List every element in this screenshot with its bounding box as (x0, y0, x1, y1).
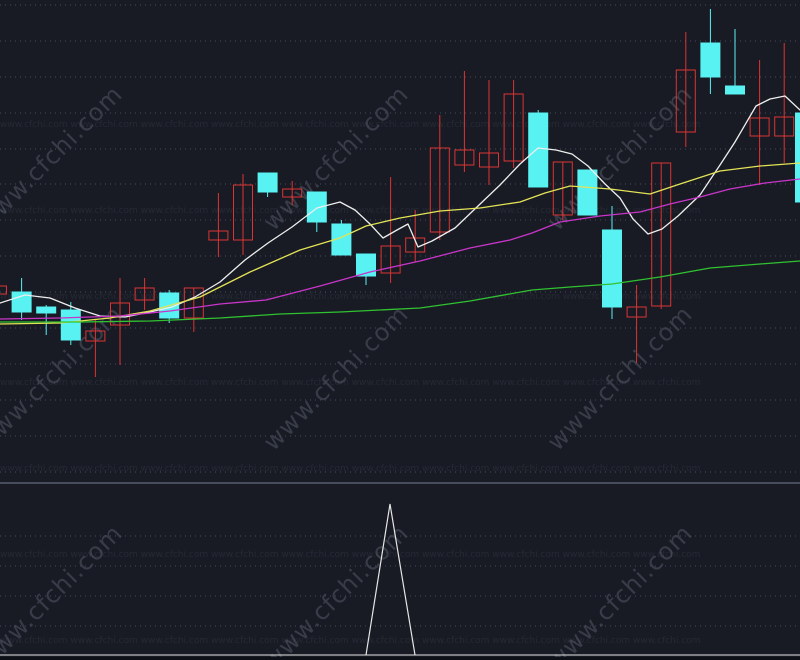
candle-body-up (675, 69, 696, 133)
candle-body-down (257, 172, 278, 193)
candle-body-up (749, 117, 770, 137)
ma-line-magenta (0, 178, 800, 320)
watermark-micro-row: www.cfchi.com www.cfchi.com www.cfchi.co… (0, 378, 700, 388)
watermark-micro-row: www.cfchi.com www.cfchi.com www.cfchi.co… (0, 120, 700, 130)
candle-body-up (429, 147, 450, 233)
candles (0, 9, 800, 377)
candle-body-up (208, 230, 229, 241)
candle-body-up (774, 116, 795, 137)
candle-body-down (725, 85, 745, 95)
watermark-micro-row: www.cfchi.com www.cfchi.com www.cfchi.co… (0, 464, 700, 474)
signal-triangle (365, 503, 416, 656)
candle-body-down (60, 309, 81, 341)
candle-body-down (700, 42, 721, 78)
candle-body-down (795, 112, 800, 203)
candle-body-down (528, 112, 549, 188)
candle-body-up (503, 93, 524, 162)
candle-body-up (626, 306, 647, 318)
candle-body-up (233, 184, 253, 241)
candle-body-down (331, 223, 352, 256)
watermark-micro-row: www.cfchi.com www.cfchi.com www.cfchi.co… (0, 550, 700, 560)
candle-body-down (36, 306, 57, 314)
candle-body-down (602, 229, 622, 308)
candle-body-up (183, 287, 204, 319)
ma-line-yellow (0, 162, 800, 325)
candle-body-up (380, 245, 401, 274)
candle-body-up (0, 285, 7, 295)
bottom-strip (0, 657, 800, 660)
candle-body-up (282, 188, 303, 198)
candle-body-down (356, 253, 376, 277)
candle-body-up (479, 152, 499, 168)
watermark-micro-row: www.cfchi.com www.cfchi.com www.cfchi.co… (0, 292, 700, 302)
candle-body-down (306, 191, 327, 223)
candle-body-up (134, 287, 155, 301)
candle-body-down (577, 169, 598, 216)
candle-body-up (85, 330, 106, 342)
ma-line-green (0, 260, 800, 323)
candle-body-up (405, 237, 426, 253)
candle-body-up (552, 161, 573, 216)
candle-body-up (454, 149, 475, 166)
ma-line-white (0, 95, 800, 318)
watermark-micro-row: www.cfchi.com www.cfchi.com www.cfchi.co… (0, 206, 700, 216)
watermark-micro-row: www.cfchi.com www.cfchi.com www.cfchi.co… (0, 636, 700, 646)
candle-body-up (651, 162, 672, 307)
